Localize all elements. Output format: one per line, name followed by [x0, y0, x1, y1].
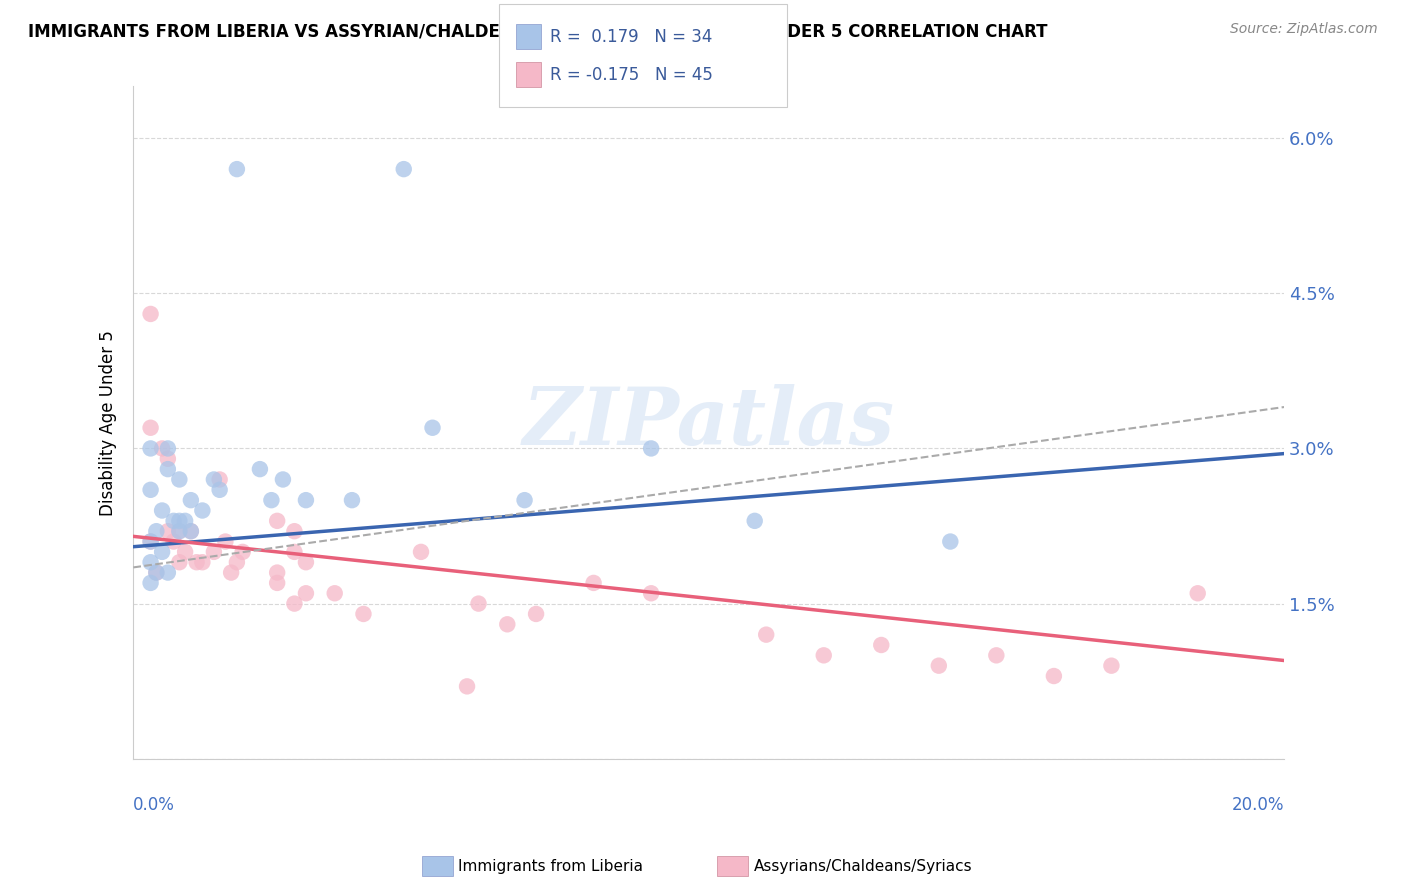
Point [169, 473, 191, 487]
Point [156, 566, 179, 580]
Point [139, 442, 162, 456]
Point [640, 586, 662, 600]
Point [202, 473, 225, 487]
Point [249, 462, 271, 476]
Point [139, 534, 162, 549]
Point [145, 524, 167, 539]
Point [139, 555, 162, 569]
Point [139, 575, 162, 590]
Point [225, 162, 247, 177]
Point [162, 514, 184, 528]
Y-axis label: Disability Age Under 5: Disability Age Under 5 [100, 330, 117, 516]
Point [139, 421, 162, 435]
Text: Assyrians/Chaldeans/Syriacs: Assyrians/Chaldeans/Syriacs [754, 859, 972, 873]
Point [1043, 669, 1066, 683]
Point [295, 493, 318, 508]
Point [467, 597, 489, 611]
Point [755, 627, 778, 641]
Point [180, 524, 202, 539]
Point [323, 586, 346, 600]
Point [208, 483, 231, 497]
Point [422, 421, 444, 435]
Point [986, 648, 1008, 663]
Point [456, 679, 478, 693]
Point [145, 566, 167, 580]
Point [145, 566, 167, 580]
Point [939, 534, 962, 549]
Point [174, 545, 197, 559]
Point [186, 555, 208, 569]
Point [640, 442, 662, 456]
Point [266, 566, 288, 580]
Point [214, 534, 236, 549]
Point [260, 493, 283, 508]
Point [162, 534, 184, 549]
Point [150, 503, 173, 517]
Point [232, 545, 254, 559]
Text: R = -0.175   N = 45: R = -0.175 N = 45 [550, 66, 713, 84]
Point [353, 607, 375, 621]
Text: 20.0%: 20.0% [1232, 796, 1284, 814]
Point [392, 162, 415, 177]
Point [169, 555, 191, 569]
Point [191, 555, 214, 569]
Point [180, 493, 202, 508]
Point [139, 483, 162, 497]
Point [295, 555, 318, 569]
Point [191, 503, 214, 517]
Point [225, 555, 247, 569]
Point [928, 658, 950, 673]
Point [582, 575, 605, 590]
Point [156, 462, 179, 476]
Point [283, 597, 305, 611]
Point [271, 473, 294, 487]
Point [174, 514, 197, 528]
Point [169, 524, 191, 539]
Text: Source: ZipAtlas.com: Source: ZipAtlas.com [1230, 22, 1378, 37]
Point [870, 638, 893, 652]
Text: 0.0%: 0.0% [134, 796, 176, 814]
Text: ZIPatlas: ZIPatlas [523, 384, 894, 461]
Text: IMMIGRANTS FROM LIBERIA VS ASSYRIAN/CHALDEAN/SYRIAC DISABILITY AGE UNDER 5 CORRE: IMMIGRANTS FROM LIBERIA VS ASSYRIAN/CHAL… [28, 22, 1047, 40]
Point [295, 586, 318, 600]
Point [813, 648, 835, 663]
Point [150, 545, 173, 559]
Point [169, 514, 191, 528]
Point [202, 545, 225, 559]
Point [156, 442, 179, 456]
Point [150, 442, 173, 456]
Point [266, 575, 288, 590]
Point [180, 524, 202, 539]
Point [340, 493, 363, 508]
Point [1187, 586, 1209, 600]
Point [169, 524, 191, 539]
Point [208, 473, 231, 487]
Point [283, 524, 305, 539]
Text: R =  0.179   N = 34: R = 0.179 N = 34 [550, 28, 711, 45]
Point [409, 545, 432, 559]
Point [524, 607, 547, 621]
Point [266, 514, 288, 528]
Point [156, 524, 179, 539]
Point [496, 617, 519, 632]
Text: Immigrants from Liberia: Immigrants from Liberia [458, 859, 644, 873]
Point [283, 545, 305, 559]
Point [139, 307, 162, 321]
Point [139, 534, 162, 549]
Point [744, 514, 766, 528]
Point [156, 451, 179, 466]
Point [513, 493, 536, 508]
Point [1099, 658, 1122, 673]
Point [219, 566, 242, 580]
